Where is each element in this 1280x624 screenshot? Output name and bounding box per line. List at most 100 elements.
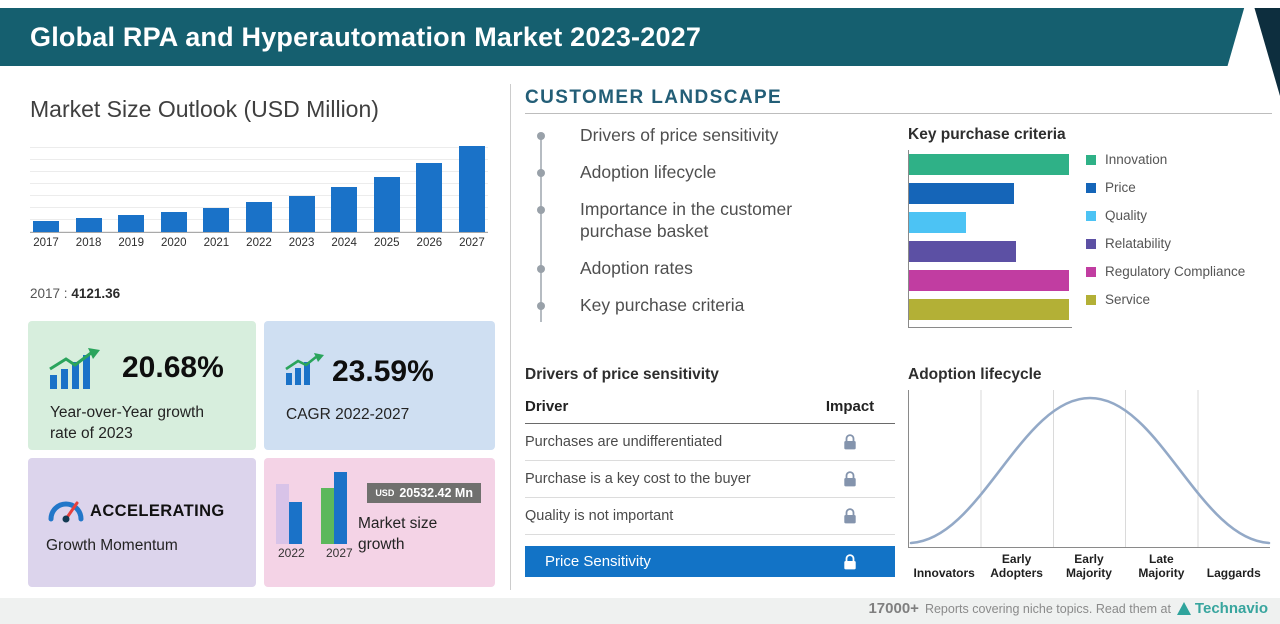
mini-bar-2027 [334,472,347,544]
legend-swatch-icon [1086,210,1096,221]
header-bar: Global RPA and Hyperautomation Market 20… [0,8,1245,66]
market-bar-year-label: 2025 [373,237,400,249]
market-bar-year-label: 2022 [246,237,272,249]
market-bar [331,187,358,232]
lock-icon [844,471,856,487]
yoy-label: Year-over-Year growth rate of 2023 [50,404,204,442]
growth-bars-icon [49,348,100,389]
market-bar-year-label: 2018 [75,237,102,249]
market-bar-column: 2018 [75,142,103,249]
mini-year-start: 2022 [278,546,305,560]
drivers-table-header: Driver Impact [525,394,895,424]
market-bar [203,208,230,232]
impact-lock [805,471,895,487]
base-year-label: 2017 : [30,286,68,301]
lock-icon [844,553,856,569]
legend-label: Innovation [1105,152,1168,167]
legend-swatch-icon [1086,294,1096,305]
price-sensitivity-bar: Price Sensitivity [525,546,895,577]
page-title: Global RPA and Hyperautomation Market 20… [30,21,702,52]
driver-column-header: Driver [525,398,569,415]
adoption-stage-label: Early Majority [1065,552,1112,581]
market-bar-column: 2027 [458,142,486,249]
market-bar [245,202,272,232]
driver-row: Purchase is a key cost to the buyer [525,461,895,498]
market-bar [458,146,485,232]
market-bar-year-label: 2017 [33,237,59,249]
mini-bar-green [321,488,334,544]
driver-label: Quality is not important [525,508,674,524]
cagr-label: CAGR 2022-2027 [286,406,410,423]
footer-strip [0,598,1280,624]
cagr-card: 23.59% CAGR 2022-2027 [264,321,495,450]
legend-label: Relatability [1105,236,1172,251]
legend-swatch-icon [1086,266,1096,277]
footer-message: Reports covering niche topics. Read them… [924,601,1171,616]
technavio-logo[interactable]: Technavio [1176,600,1268,617]
badge-currency: USD [375,488,395,498]
criteria-bar [909,270,1069,291]
market-bar [75,218,102,232]
legend-label: Service [1105,292,1151,307]
market-bar-column: 2019 [117,142,145,249]
driver-label: Purchase is a key cost to the buyer [525,471,751,487]
speedometer-icon [48,501,84,523]
market-size-title: Market Size Outlook (USD Million) [30,96,379,122]
market-bar-column: 2023 [288,142,316,249]
market-bar [160,212,187,232]
adoption-stage-label: Laggards [1206,566,1261,581]
market-bar [288,196,315,232]
lock-icon [844,434,856,450]
base-year-value: 4121.36 [71,286,121,301]
impact-lock [805,434,895,450]
adoption-stage-label: Innovators [913,566,975,581]
vertical-divider [510,84,511,590]
market-bar-column: 2020 [160,142,188,249]
timeline-item: Drivers of price sensitivity [534,124,834,147]
purchase-criteria-legend: Innovation Price Quality Relatability Regula… [1086,152,1245,320]
legend-label: Quality [1105,208,1148,223]
mini-bar-backdrop [276,484,289,544]
market-bar-year-label: 2024 [331,237,357,249]
momentum-title: ACCELERATING [90,502,225,520]
adoption-stage-label: Early Adopters [990,552,1043,581]
header-corner-ribbon [1254,8,1280,96]
market-bars: 2017 2018 2019 2020 2021 2022 2023 2024 2025 2026… [30,142,488,249]
section-underline [525,113,1272,114]
timeline-item: Key purchase criteria [534,294,834,317]
cagr-trend-icon [285,353,324,385]
timeline-line [540,134,542,322]
adoption-lifecycle-chart [908,390,1271,548]
legend-label: Price [1105,180,1136,195]
driver-row: Purchases are undifferentiated [525,424,895,461]
market-bar-column: 2017 [32,142,60,249]
cagr-value: 23.59% [332,355,434,388]
adoption-lifecycle-title: Adoption lifecycle [908,366,1042,383]
price-sensitivity-label: Price Sensitivity [545,553,651,570]
legend-item: Regulatory Compliance [1086,264,1245,279]
market-bar-year-label: 2020 [160,237,187,249]
legend-item: Quality [1086,208,1245,223]
criteria-bar [909,212,966,233]
market-bar-column: 2024 [330,142,358,249]
momentum-subtitle: Growth Momentum [46,537,178,554]
driver-row: Quality is not important [525,498,895,535]
technavio-brand-name: Technavio [1194,600,1268,617]
legend-swatch-icon [1086,238,1096,249]
market-bar-column: 2022 [245,142,273,249]
driver-label: Purchases are undifferentiated [525,434,723,450]
timeline-item: Importance in the customer purchase bask… [534,198,834,244]
criteria-bar [909,241,1016,262]
market-bar-year-label: 2019 [118,237,144,249]
mini-bar-2022 [289,502,302,544]
base-year-note: 2017 : 4121.36 [30,286,120,301]
drivers-table: Driver Impact Purchases are undifferenti… [525,394,895,535]
purchase-criteria-title: Key purchase criteria [908,126,1066,143]
criteria-bar [909,154,1069,175]
criteria-bar [909,299,1069,320]
growth-label: Market size growth [358,515,438,553]
mini-year-end: 2027 [326,546,353,560]
customer-landscape-title: CUSTOMER LANDSCAPE [525,87,783,108]
legend-label: Regulatory Compliance [1105,264,1246,279]
technavio-triangle-icon [1176,602,1191,615]
